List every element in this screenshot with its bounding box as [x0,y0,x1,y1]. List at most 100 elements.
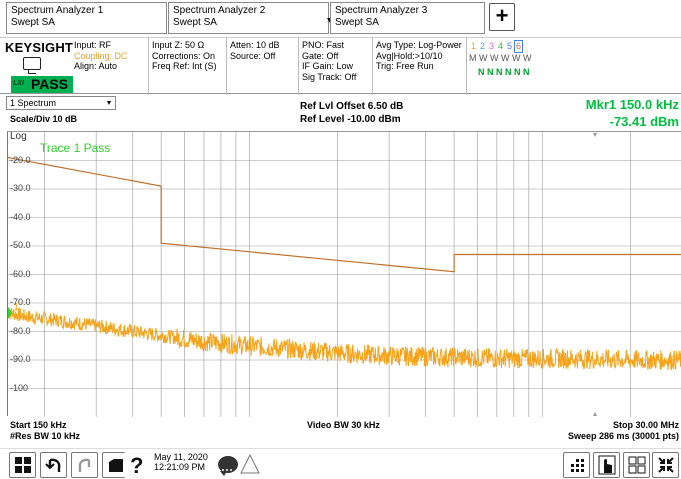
touch-button[interactable] [593,452,620,478]
marker-top-indicator [593,133,597,137]
trace-number-1: 1 [470,41,476,51]
ref-level-label: Ref Level -10.00 dBm [300,114,401,125]
res-bw: #Res BW 10 kHz [10,431,81,441]
sig-track-label: Sig Track: Off [302,71,357,82]
corrections-label: Corrections: On [152,50,216,61]
tab-title: Spectrum Analyzer 3 [335,5,428,16]
warning-icon[interactable] [240,454,260,474]
date-time: May 11, 2020 12:21:09 PM [154,452,208,472]
lxi-icon: LXI [13,80,24,87]
svg-text:?: ? [130,454,143,476]
trace-number-4: 4 [497,41,503,51]
trace-number-2: 2 [479,41,485,51]
date-label: May 11, 2020 [154,452,208,462]
pno-label: PNO: Fast [302,40,345,50]
input-settings[interactable]: Input: RF Coupling: DC Align: Auto [74,40,128,72]
trace-number-5: 5 [506,41,512,51]
avg-settings[interactable]: Avg Type: Log-Power Avg|Hold:>10/10 Trig… [376,40,462,72]
divider [372,38,373,95]
divider [226,38,227,95]
input-label: Input: RF [74,40,112,50]
trace-number-6: 6 [514,40,523,53]
undo-icon [44,458,60,472]
grid-layout-icon [628,456,645,474]
trace-status-label: Trace 1 Pass [40,141,111,155]
spectrum-plot[interactable]: 1 [7,131,681,417]
video-bw[interactable]: Video BW 30 kHz [307,420,380,430]
frequency-start-info[interactable]: Start 150 kHz #Res BW 10 kHz [10,420,80,442]
sweep-time: Sweep 286 ms (30001 pts) [567,431,679,441]
atten-settings[interactable]: Atten: 10 dB Source: Off [230,40,280,61]
tab-spectrum-analyzer-1[interactable]: Spectrum Analyzer 1 Swept SA [6,2,167,34]
brand-logo: KEYSIGHT [5,40,74,55]
folder-icon [108,459,123,472]
tab-mode: Swept SA [173,17,217,28]
pno-settings[interactable]: PNO: Fast Gate: Off IF Gain: Low Sig Tra… [302,40,356,82]
tab-bar: Spectrum Analyzer 1 Swept SA Spectrum An… [0,0,681,36]
gate-label: Gate: Off [302,50,339,61]
scale-div-label: Scale/Div 10 dB [10,114,78,124]
align-label: Align: Auto [74,61,118,71]
atten-label: Atten: 10 dB [230,40,280,50]
if-gain-label: IF Gain: Low [302,61,354,71]
fullscreen-button[interactable] [652,452,679,478]
ref-offset-label: Ref Lvl Offset 6.50 dB [300,101,404,112]
marker-1-icon [8,306,12,319]
tab-title: Spectrum Analyzer 2 [173,5,266,16]
keypad-button[interactable] [563,452,590,478]
tab-mode: Swept SA [11,17,55,28]
message-icon[interactable] [218,456,238,476]
marker-1-label: 1 [13,302,19,314]
divider [466,38,467,95]
tab-title: Spectrum Analyzer 1 [11,5,104,16]
question-mark-icon: ? [130,454,143,476]
help-button[interactable]: ? [124,452,150,478]
trace-types: M W W W W W [469,53,532,63]
window-layout-button[interactable] [623,452,650,478]
y-tick-label: -70.0 [10,297,31,307]
tab-spectrum-analyzer-2[interactable]: Spectrum Analyzer 2 Swept SA [168,2,333,34]
measurement-header: 1 Spectrum Scale/Div 10 dB Ref Lvl Offse… [0,95,681,131]
chevron-down-icon [107,101,111,105]
screen-icon[interactable] [23,57,41,74]
marker-value: -73.41 dBm [609,114,679,129]
pass-status: PASS [31,76,69,92]
settings-panel: KEYSIGHT LXI PASS Input: RF Coupling: DC… [0,37,681,95]
y-tick-label: -50.0 [10,240,31,250]
coupling-label: Coupling: DC [74,50,128,61]
y-tick-label: -100 [10,382,29,393]
avg-type-label: Avg Type: Log-Power [376,40,462,50]
touch-hand-icon [598,455,615,475]
time-label: 12:21:09 PM [154,462,206,472]
view-select[interactable]: 1 Spectrum [6,96,116,110]
y-tick-label: -20.0 [10,154,31,165]
undo-button[interactable] [40,452,67,478]
limit-line [8,157,681,273]
ref-level-info[interactable]: Ref Lvl Offset 6.50 dB Ref Level -10.00 … [300,100,403,126]
freq-ref-label: Freq Ref: Int (S) [152,61,217,71]
impedance-settings[interactable]: Input Z: 50 Ω Corrections: On Freq Ref: … [152,40,217,72]
divider [148,38,149,95]
tab-spectrum-analyzer-3[interactable]: Spectrum Analyzer 3 Swept SA [330,2,485,34]
view-select-value: 1 Spectrum [10,98,57,108]
windows-button[interactable] [9,452,36,478]
marker-readout[interactable]: Mkr1 150.0 kHz -73.41 dBm [586,96,679,130]
divider [298,38,299,95]
spectrum-graticule[interactable]: 1 [8,132,681,417]
brand-area: KEYSIGHT LXI PASS [3,39,74,93]
bottom-annotations: Start 150 kHz #Res BW 10 kHz Video BW 30… [0,418,681,444]
trace-1-line [8,307,681,371]
tab-mode: Swept SA [335,17,379,28]
collapse-arrows-icon [657,457,674,473]
y-tick-label: -60.0 [10,268,31,279]
marker-label: Mkr1 150.0 kHz [585,97,679,112]
add-tab-button[interactable]: + [489,3,515,31]
keypad-icon [570,459,584,472]
y-tick-label: -80.0 [10,325,31,336]
stop-frequency: Stop 30.00 MHz [612,420,679,430]
redo-button[interactable] [71,452,98,478]
frequency-stop-info[interactable]: Stop 30.00 MHz Sweep 286 ms (30001 pts) [568,420,679,442]
redo-icon [78,458,90,472]
source-label: Source: Off [230,50,276,61]
